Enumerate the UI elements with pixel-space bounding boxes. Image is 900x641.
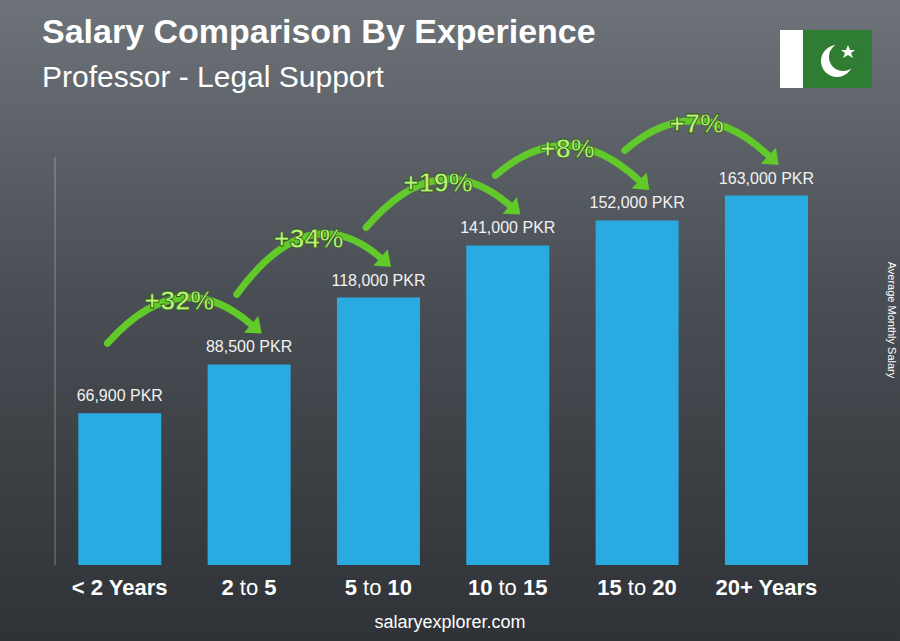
svg-text:163,000 PKR: 163,000 PKR xyxy=(719,170,814,187)
svg-text:+8%: +8% xyxy=(540,134,595,164)
html-text:Salary Comparison By Experienc: Salary Comparison By Experience xyxy=(42,12,596,50)
svg-text:141,000 PKR: 141,000 PKR xyxy=(460,219,555,236)
svg-text:20+ Years: 20+ Years xyxy=(715,575,817,600)
svg-text:5 to 10: 5 to 10 xyxy=(345,575,412,600)
svg-text:+7%: +7% xyxy=(669,109,724,139)
svg-text:88,500 PKR: 88,500 PKR xyxy=(206,338,292,355)
svg-text:< 2 Years: < 2 Years xyxy=(72,575,168,600)
svg-text:118,000 PKR: 118,000 PKR xyxy=(331,272,425,289)
svg-text:+32%: +32% xyxy=(144,286,214,316)
svg-text:152,000 PKR: 152,000 PKR xyxy=(590,194,685,211)
svg-text:15 to 20: 15 to 20 xyxy=(597,575,677,600)
svg-text:66,900 PKR: 66,900 PKR xyxy=(77,387,163,404)
svg-text:10 to 15: 10 to 15 xyxy=(468,575,548,600)
svg-text:2 to 5: 2 to 5 xyxy=(221,575,276,600)
svg-text:+34%: +34% xyxy=(274,224,344,254)
svg-text:Average Monthly Salary: Average Monthly Salary xyxy=(886,262,892,379)
html-text:salaryexplorer.com: salaryexplorer.com xyxy=(374,612,526,632)
svg-text:+19%: +19% xyxy=(403,168,473,198)
html-text:Professor - Legal Support: Professor - Legal Support xyxy=(42,60,384,93)
